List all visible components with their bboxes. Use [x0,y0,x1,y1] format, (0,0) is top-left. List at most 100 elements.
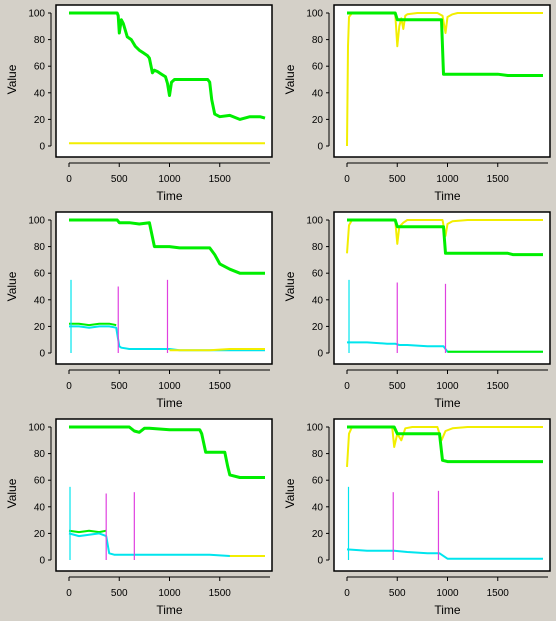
chart-panel-6: 0 20 40 60 80 100 0 500 1000 1500 Time Value [278,414,556,621]
chart-panel-1: 0 20 40 60 80 100 0 500 1000 1500 Time Value [0,0,278,207]
y-tick-label: 20 [34,115,46,126]
x-tick-label: 500 [389,381,406,392]
y-tick-label: 40 [312,502,324,513]
y-tick-label: 80 [34,35,46,46]
series-line-green [347,425,543,464]
x-tick-label: 500 [111,381,128,392]
y-tick-label: 0 [39,349,45,360]
x-tick-label: 0 [66,174,72,185]
y-axis-title: Value [5,271,19,301]
y-tick-label: 80 [312,449,324,460]
plot-frame [55,4,273,158]
x-tick-label: 500 [111,588,128,599]
y-tick-label: 0 [39,142,45,153]
series-line-green [69,218,265,275]
x-axis-title: Time [434,189,461,203]
y-tick-label: 60 [34,269,46,280]
x-tick-label: 0 [66,588,72,599]
series-line-green [69,425,265,479]
y-tick-label: 60 [34,62,46,73]
x-tick-label: 0 [344,588,350,599]
x-tick-label: 1000 [158,174,181,185]
x-tick-label: 1000 [436,381,459,392]
x-tick-label: 1500 [209,174,232,185]
x-axis-title: Time [156,189,183,203]
series-line-green [68,529,107,534]
series-line-cyan [346,548,543,560]
y-tick-label: 100 [28,216,45,227]
y-tick-label: 80 [312,242,324,253]
chart-panel-2: 0 20 40 60 80 100 0 500 1000 1500 Time Value [278,0,556,207]
x-tick-label: 1500 [487,381,510,392]
series-line-green [347,11,543,77]
x-tick-label: 1000 [436,174,459,185]
y-axis-title: Value [5,64,19,94]
chart-panel-3: 0 20 40 60 80 100 0 500 1000 1500 Time Value [0,207,278,414]
y-tick-label: 40 [34,88,46,99]
y-tick-label: 60 [312,62,324,73]
x-tick-label: 500 [389,588,406,599]
y-tick-label: 60 [34,476,46,487]
plot-frame [55,418,273,572]
x-tick-label: 500 [389,174,406,185]
series-line-green [69,11,266,121]
chart-panel-5: 0 20 40 60 80 100 0 500 1000 1500 Time Value [0,414,278,621]
x-axis-title: Time [156,396,183,410]
y-tick-label: 100 [28,423,45,434]
y-axis-title: Value [5,478,19,508]
y-tick-label: 40 [312,295,324,306]
x-tick-label: 1500 [487,588,510,599]
y-tick-label: 100 [306,9,323,20]
y-tick-label: 80 [312,35,324,46]
y-axis-title: Value [283,64,297,94]
series-line-green [347,218,543,257]
plot-frame [55,211,273,365]
x-tick-label: 0 [344,174,350,185]
y-tick-label: 20 [34,322,46,333]
y-tick-label: 0 [317,556,323,567]
plot-frame [333,211,551,365]
y-tick-label: 40 [34,295,46,306]
y-axis-title: Value [283,478,297,508]
x-tick-label: 0 [344,381,350,392]
y-tick-label: 60 [312,476,324,487]
y-tick-label: 0 [39,556,45,567]
x-tick-label: 1000 [158,588,181,599]
plot-frame [333,418,551,572]
y-tick-label: 40 [34,502,46,513]
x-tick-label: 500 [111,174,128,185]
y-tick-label: 100 [306,216,323,227]
series-line-yellow [169,348,265,352]
x-axis-title: Time [156,603,183,617]
x-tick-label: 1500 [209,588,232,599]
y-axis-title: Value [283,271,297,301]
x-tick-label: 1500 [487,174,510,185]
y-tick-label: 100 [306,423,323,434]
x-tick-label: 1000 [158,381,181,392]
y-tick-label: 20 [312,529,324,540]
x-tick-label: 0 [66,381,72,392]
y-tick-label: 20 [312,322,324,333]
y-tick-label: 80 [34,242,46,253]
y-tick-label: 0 [317,349,323,360]
chart-panel-4: 0 20 40 60 80 100 0 500 1000 1500 Time Value [278,207,556,414]
x-tick-label: 1500 [209,381,232,392]
series-line-green [69,322,117,327]
series-line-cyan [68,532,265,557]
y-tick-label: 0 [317,142,323,153]
x-axis-title: Time [434,396,461,410]
y-tick-label: 20 [34,529,46,540]
y-tick-label: 60 [312,269,324,280]
x-axis-title: Time [434,603,461,617]
y-tick-label: 40 [312,88,324,99]
x-tick-label: 1000 [436,588,459,599]
y-tick-label: 100 [28,9,45,20]
y-tick-label: 80 [34,449,46,460]
